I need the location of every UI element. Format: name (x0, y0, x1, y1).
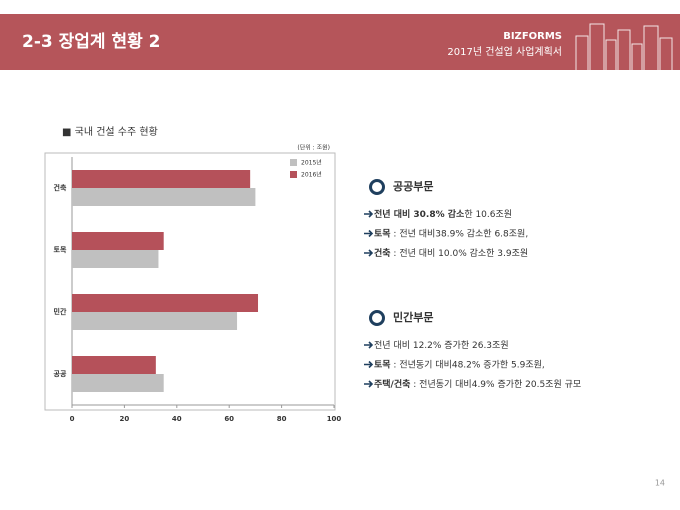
x-tick-label: 100 (327, 415, 342, 423)
section-heading: 공공부문 (393, 180, 433, 193)
bullet-text: 전년 대비 12.2% 증가한 26.3조원 (374, 340, 509, 351)
legend-label: 2015년 (301, 159, 322, 167)
bar (72, 232, 164, 250)
bullet-text: 토목 : 전년동기 대비48.2% 증가한 5.9조원, (374, 359, 545, 370)
bullet-segment: : 전년 대비 10.0% 감소한 3.9조원 (391, 247, 529, 259)
bullet-arrow (364, 210, 374, 218)
bullet-text: 주택/건축 : 전년동기 대비4.9% 증가한 20.5조원 규모 (374, 378, 581, 390)
x-tick-label: 0 (70, 415, 75, 423)
bullet-segment: 토목 (374, 228, 391, 239)
bullet-arrow (364, 380, 374, 388)
y-tick-label: 건축 (54, 183, 67, 192)
bullet-text: 건축 : 전년 대비 10.0% 감소한 3.9조원 (374, 247, 528, 259)
bar (72, 188, 256, 206)
bullet-arrow (364, 360, 374, 369)
bar (72, 356, 156, 374)
bullet-arrow (364, 341, 374, 349)
bullet-segment: 한 10.6조원 (464, 209, 512, 220)
y-tick-label: 토목 (54, 245, 67, 254)
brand: BIZFORMS (503, 31, 562, 42)
section-icon (369, 179, 385, 195)
bar (72, 294, 259, 312)
bullet-arrow (364, 229, 374, 238)
subtitle: 2017년 건설업 사업계획서 (447, 45, 562, 58)
bullet-segment: 전년 대비 30.8% 감소 (374, 208, 465, 220)
bullet-arrow (364, 249, 374, 257)
x-tick-label: 20 (120, 415, 130, 423)
x-tick-label: 40 (172, 415, 182, 423)
unit-label: (단위 : 조원) (297, 144, 330, 152)
chart-title: ■ 국내 건설 수주 현황 (62, 126, 158, 138)
bullet-segment: : 전년동기 대비4.9% 증가한 20.5조원 규모 (410, 379, 581, 390)
section-icon (369, 310, 385, 326)
header-band (0, 14, 680, 70)
x-tick-label: 60 (224, 415, 234, 423)
bullet-segment: : 전년 대비38.9% 감소한 6.8조원, (391, 227, 529, 239)
section-heading: 민간부문 (393, 310, 433, 324)
legend-label: 2016년 (301, 171, 322, 179)
bullet-segment: 건축 (374, 247, 391, 259)
bullet-segment: 토목 (374, 359, 391, 370)
bullet-segment: 전년 대비 12.2% 증가한 26.3조원 (374, 340, 509, 351)
bar (72, 312, 238, 330)
legend-swatch (290, 159, 297, 166)
y-tick-label: 민간 (54, 307, 67, 316)
bar (72, 374, 164, 392)
slide-title: 2-3 장업계 현황 2 (22, 32, 161, 52)
bullet-segment: 주택/건축 (374, 378, 410, 390)
y-tick-label: 공공 (54, 370, 67, 378)
bullet-text: 토목 : 전년 대비38.9% 감소한 6.8조원, (374, 227, 528, 239)
bar (72, 250, 159, 268)
chart-frame (44, 152, 336, 411)
skyline-icon (575, 23, 673, 73)
page-number: 14 (655, 479, 665, 488)
x-tick-label: 80 (277, 415, 287, 423)
bar (72, 170, 251, 188)
legend-swatch (290, 171, 297, 178)
bullet-segment: : 전년동기 대비48.2% 증가한 5.9조원, (391, 359, 545, 370)
bullet-text: 전년 대비 30.8% 감소한 10.6조원 (374, 208, 512, 220)
